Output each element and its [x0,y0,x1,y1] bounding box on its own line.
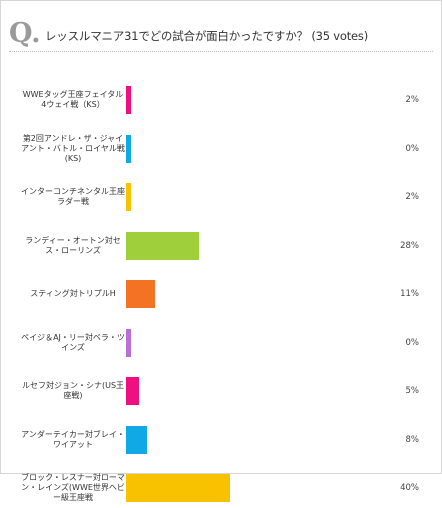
result-bar [126,328,131,357]
result-row: スティング対トリプルH 11% [1,274,441,314]
result-bar [126,280,155,308]
percentage-label: 5% [405,386,420,396]
option-label: ペイジ＆AJ・リー対ベラ・ツインズ [21,332,125,352]
question-text: レッスルマニア31でどの試合が面白かったですか？ (35 votes) [45,28,368,44]
result-row: ペイジ＆AJ・リー対ベラ・ツインズ 0% [1,323,441,363]
option-label: 第2回アンドレ・ザ・ジャイアント・バトル・ロイヤル戦(KS) [21,133,125,163]
percentage-label: 0% [405,143,420,154]
option-label: アンダーテイカー対ブレイ・ワイアット [21,429,125,449]
result-row: インターコンチネンタル王座ラダー戦 2% [1,177,441,217]
result-row: 第2回アンドレ・ザ・ジャイアント・バトル・ロイヤル戦(KS) 0% [1,129,441,169]
result-bar [126,425,147,454]
option-label: インターコンチネンタル王座ラダー戦 [21,187,125,206]
result-row: ブロック・レスナー対ローマン・レインズ(WWE世界ヘビー級王座戦 40% [1,468,441,508]
option-label: スティング対トリプルH [30,289,116,298]
result-bar [126,134,131,163]
result-bar [126,231,199,260]
question-header: Q. レッスルマニア31でどの試合が面白かったですか？ (35 votes) [9,19,435,49]
result-row: ランディー・オートン対セス・ローリンズ 28% [1,226,441,266]
header-divider [9,51,433,52]
percentage-label: 40% [400,483,419,493]
result-row: WWEタッグ王座フェイタル4ウェイ戦（KS） 2% [1,80,441,120]
percentage-label: 2% [405,95,420,105]
vote-count: (35 votes) [311,29,368,43]
result-bar [126,474,230,502]
option-label: ルセフ対ジョン・シナ(US王座戦) [21,381,125,400]
percentage-label: 28% [400,240,419,251]
percentage-label: 0% [405,337,420,348]
percentage-label: 11% [400,289,419,299]
question-title: レッスルマニア31でどの試合が面白かったですか？ [45,29,308,43]
question-mark: Q. [9,18,41,49]
percentage-label: 2% [405,192,420,202]
option-label: ランディー・オートン対セス・ローリンズ [25,235,121,255]
result-bar [126,377,139,405]
result-bar [126,86,132,114]
result-row: ルセフ対ジョン・シナ(US王座戦) 5% [1,371,441,411]
option-label: WWEタッグ王座フェイタル4ウェイ戦（KS） [22,90,124,109]
result-row: アンダーテイカー対ブレイ・ワイアット 8% [1,420,441,460]
option-label: ブロック・レスナー対ローマン・レインズ(WWE世界ヘビー級王座戦 [21,473,125,502]
percentage-label: 8% [405,434,420,445]
result-bar [126,183,132,211]
